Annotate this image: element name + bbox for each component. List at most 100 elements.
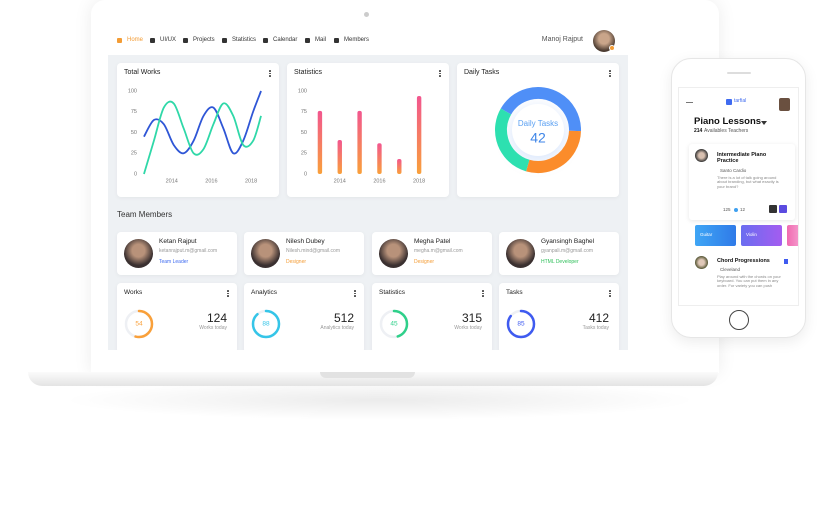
ring-value: 54 — [135, 321, 143, 328]
x-tick-label: 2014 — [334, 178, 346, 184]
member-role: Designer — [414, 259, 435, 265]
stat-title: Tasks — [506, 289, 523, 296]
member-role: Team Leader — [159, 259, 189, 265]
card: Total Works 0 25 50 75 100 2014 2016 2018 — [117, 63, 279, 197]
brand: tarfial — [734, 98, 747, 104]
phone: tarfial Piano Lessons 214 Availables Teache… — [671, 58, 806, 338]
nav-item[interactable]: Statistics — [232, 37, 257, 43]
tile[interactable]: Violin — [741, 225, 782, 246]
laptop-shadow — [60, 380, 700, 420]
lesson-title: Intermediate Piano Practice — [717, 152, 767, 165]
nav-icon — [334, 38, 339, 43]
avatar[interactable] — [779, 98, 790, 111]
y-tick-label: 50 — [131, 130, 137, 136]
chart: 45 — [379, 309, 409, 339]
stat-card: Analytics 88 512 Analytics today — [244, 283, 364, 350]
user-name[interactable]: Manoj Rajput — [541, 36, 583, 43]
lesson-teacher: Santo Cardio — [720, 168, 747, 173]
menu-dot — [609, 75, 611, 77]
bookmark — [784, 259, 788, 264]
home-button[interactable] — [729, 310, 749, 330]
y-tick-label: 75 — [131, 109, 137, 115]
nav-icon — [150, 38, 155, 43]
nav-icon — [222, 38, 227, 43]
nav-item[interactable]: UI/UX — [160, 37, 177, 43]
comment-dot — [734, 208, 738, 212]
y-tick-label: 0 — [304, 171, 307, 177]
member-card[interactable]: Megha Patel megha.m@gmail.com Designer — [372, 232, 492, 275]
member-name: Ketan Rajput — [159, 238, 197, 245]
likes: 125 — [723, 207, 731, 212]
avatar — [695, 256, 708, 269]
phone-title: Piano Lessons — [694, 116, 762, 127]
bar — [357, 110, 362, 174]
member-card[interactable]: Ketan Rajput ketanrajput.m@gmail.com Team … — [117, 232, 237, 275]
menu-dot — [609, 292, 611, 295]
chart: 85 — [506, 309, 536, 339]
menu-dot — [227, 295, 229, 297]
tile[interactable]: Guitar — [695, 225, 736, 246]
stat-caption: Analytics today — [320, 325, 354, 331]
bar — [337, 139, 342, 174]
menu-dot — [609, 70, 611, 72]
nav-icon — [263, 38, 268, 43]
avatar — [506, 239, 535, 268]
menu-dot — [482, 292, 484, 295]
thumb — [779, 205, 787, 213]
nav-item[interactable]: Home — [127, 37, 144, 43]
menu-dot — [354, 290, 356, 292]
bar — [317, 110, 323, 174]
card: Daily Tasks Daily Tasks 42 — [457, 63, 619, 197]
avatar — [251, 239, 280, 268]
nav-item[interactable]: Mail — [315, 37, 327, 43]
lesson2-title: Chord Progressions — [717, 258, 770, 264]
line-series — [143, 90, 262, 155]
lesson2-teacher: Cleveland — [720, 267, 741, 272]
ring-progress — [251, 309, 281, 339]
lesson-card[interactable]: Intermediate Piano Practice Santo Cardio T… — [689, 144, 795, 220]
stat-total: 512 — [333, 311, 354, 325]
member-name: Megha Patel — [414, 238, 451, 245]
menu-dot — [439, 75, 441, 77]
camera — [364, 12, 369, 17]
member-email: gyanpali.m@gmail.com — [541, 248, 594, 254]
y-tick-label: 100 — [128, 88, 137, 94]
member-card[interactable]: Nilesh Dubey Nilesh.mind@gmail.com Designe… — [244, 232, 364, 275]
donut-value: 42 — [530, 130, 546, 146]
chart: 54 — [124, 309, 154, 339]
donut-label: Daily Tasks — [518, 119, 558, 128]
ring-progress — [379, 309, 409, 339]
phone-screen: tarfial Piano Lessons 214 Availables Teache… — [678, 87, 799, 306]
chart: 0 25 50 75 100 2014 2016 2018 — [128, 88, 262, 184]
stat-card: Tasks 85 412 Tasks today — [499, 283, 619, 350]
tile — [787, 225, 798, 246]
member-email: megha.m@gmail.com — [414, 248, 463, 254]
lesson2-text: Play around with the chords on your keyb… — [717, 274, 781, 288]
dropdown[interactable] — [761, 121, 767, 125]
line-series — [143, 100, 262, 175]
menu-dot — [482, 295, 484, 297]
laptop-base — [28, 372, 718, 386]
base-notch — [320, 372, 415, 378]
menu-dot — [269, 72, 271, 75]
ring-value: 45 — [390, 321, 398, 328]
menu-dot — [609, 72, 611, 75]
x-tick-label: 2018 — [413, 178, 425, 184]
stat-caption: Works today — [454, 325, 482, 331]
member-card[interactable]: Gyansingh Baghel gyanpali.m@gmail.com HTML… — [499, 232, 619, 275]
ring-progress — [506, 309, 536, 339]
bar — [397, 159, 402, 174]
nav-icon — [305, 38, 310, 43]
menu-dot — [609, 290, 611, 292]
lesson-text: There is a lot of talk going around abou… — [717, 175, 779, 189]
stat-title: Statistics — [379, 289, 406, 296]
back-arrow[interactable] — [686, 102, 693, 103]
section-title: Team Members — [117, 210, 173, 219]
ring-progress — [124, 309, 154, 339]
nav-item[interactable]: Members — [344, 37, 370, 43]
nav-item[interactable]: Projects — [193, 37, 215, 43]
nav-item[interactable]: Calendar — [273, 37, 298, 43]
nav-bar: Home UI/UX Projects Statistics Calendar Mail M… — [108, 27, 628, 55]
menu-dot — [354, 292, 356, 295]
